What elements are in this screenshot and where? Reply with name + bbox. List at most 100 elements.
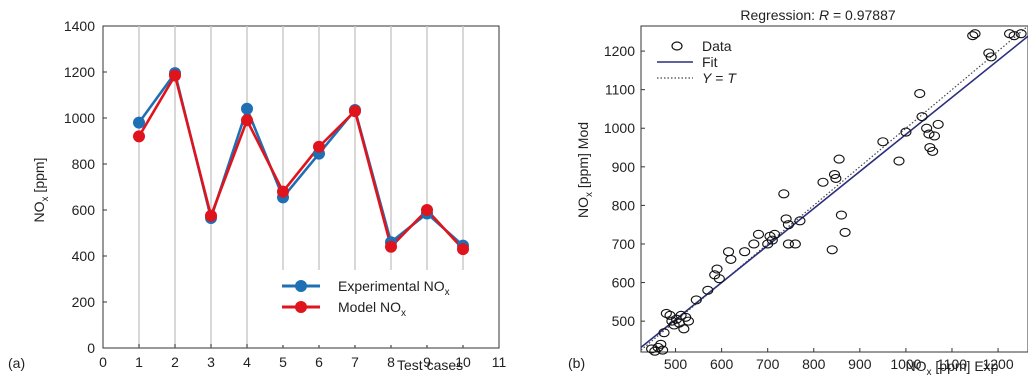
chart-a-series-line-model <box>137 74 464 250</box>
chart-b-data-point-17 <box>702 285 714 295</box>
legend-data-marker <box>671 41 683 51</box>
chart-b-x-tick-label-900: 900 <box>848 356 872 372</box>
chart-a-x-tick-label-1: 1 <box>135 354 143 370</box>
chart-a-point-model-4 <box>241 114 253 127</box>
chart-b-data-point-45 <box>900 127 912 137</box>
chart-b-data-point-42 <box>839 227 851 237</box>
chart-b-data-point-13 <box>678 324 690 334</box>
chart-a-x-tick-label-11: 11 <box>492 354 507 370</box>
chart-a-x-tick-label-4: 4 <box>243 354 251 370</box>
chart-a-point-model-9 <box>421 204 433 216</box>
chart-a-point-experimental-4 <box>241 102 253 115</box>
chart-a-x-tick-label-5: 5 <box>279 354 287 370</box>
chart-b-legend: Data Fit Y = T <box>657 38 737 86</box>
legend-model-label: Model NOx <box>338 299 406 319</box>
chart-b-data-point-15 <box>682 316 695 326</box>
chart-a-x-axis-label: Test cases <box>397 357 463 373</box>
chart-a-y-tick-label-1200: 1200 <box>64 64 95 80</box>
legend-item-fit: Fit <box>657 54 718 70</box>
chart-a-y-ticks: 0 200 400 600 800 1000 1200 1400 <box>64 18 107 356</box>
chart-b-data-point-38 <box>828 169 841 180</box>
chart-b-x-tick-label-800: 800 <box>802 356 826 372</box>
chart-a-x-tick-label-8: 8 <box>387 354 395 370</box>
chart-a-x-tick-label-6: 6 <box>315 354 323 370</box>
chart-b-data-point-49 <box>923 129 935 139</box>
chart-b-data-point-5 <box>658 328 670 338</box>
chart-b-y-tick-label-900: 900 <box>612 159 636 175</box>
chart-b-data-point-55 <box>969 29 981 39</box>
legend-fit-label: Fit <box>702 54 718 70</box>
chart-b-y-ticks: 500 600 700 800 900 1000 1100 1200 <box>604 43 645 329</box>
chart-b-data-point-52 <box>928 131 941 141</box>
chart-a-series <box>133 67 469 256</box>
chart-a-series-line-experimental <box>137 71 464 247</box>
chart-b-data-point-6 <box>660 308 672 318</box>
chart-a-x-tick-label-2: 2 <box>171 354 179 370</box>
chart-b-data-point-48 <box>921 123 933 133</box>
chart-b-x-tick-label-500: 500 <box>664 356 688 372</box>
chart-b-data-point-3 <box>655 339 667 349</box>
chart-b-lines <box>640 25 1028 351</box>
chart-b-x-tick-label-1100: 1100 <box>937 356 967 372</box>
chart-a-x-tick-label-3: 3 <box>207 354 215 370</box>
chart-b-data-point-4 <box>657 345 669 355</box>
legend-item-y-equals-t: Y = T <box>657 70 737 86</box>
chart-a-point-model-3 <box>205 209 217 222</box>
chart-b: Regression: R = 0.97887 500 600 700 800 900 1… <box>575 7 1028 376</box>
chart-a-y-tick-label-200: 200 <box>72 294 96 310</box>
chart-b-data-point-32 <box>782 220 794 230</box>
chart-b-data-point-31 <box>780 214 792 224</box>
chart-a-plot-frame <box>102 25 500 349</box>
chart-b-data-point-0 <box>646 344 658 354</box>
panel-label-a: (a) <box>8 355 25 371</box>
chart-b-data-point-33 <box>782 239 794 249</box>
legend-y-equals-t-label: Y = T <box>702 70 737 86</box>
chart-a-point-model-2 <box>169 69 181 82</box>
chart-b-x-tick-label-1200: 1200 <box>982 356 1013 372</box>
chart-b-data-point-44 <box>893 156 905 166</box>
chart-b-data-point-23 <box>739 247 751 257</box>
chart-b-x-tick-label-700: 700 <box>756 356 780 372</box>
chart-a-y-tick-label-600: 600 <box>72 202 96 218</box>
chart-b-data-point-30 <box>778 189 790 199</box>
chart-b-data-point-9 <box>668 320 680 330</box>
chart-b-y-tick-label-500: 500 <box>612 313 636 329</box>
chart-b-y-tick-label-1200: 1200 <box>604 43 635 59</box>
chart-b-data-point-29 <box>769 229 781 239</box>
chart-b-y-tick-label-700: 700 <box>612 236 636 252</box>
chart-a-y-tick-label-1400: 1400 <box>64 18 95 34</box>
chart-b-data-point-28 <box>766 235 778 245</box>
chart-b-data-point-47 <box>916 112 928 122</box>
chart-a-x-tick-label-0: 0 <box>99 354 107 370</box>
chart-b-fit-line <box>640 35 1028 348</box>
chart-a-point-model-6 <box>313 140 325 153</box>
chart-b-data-point-53 <box>932 119 944 129</box>
legend-experimental-label: Experimental NOx <box>338 278 450 298</box>
chart-b-plot-frame <box>640 25 1028 353</box>
chart-b-data-point-35 <box>794 216 806 226</box>
chart-b-data-point-21 <box>722 247 735 257</box>
chart-b-x-tick-label-1000: 1000 <box>890 356 921 372</box>
panel-label-b: (b) <box>568 355 585 371</box>
chart-a-legend: Experimental NOx Model NOx <box>270 270 495 345</box>
chart-b-data-point-22 <box>725 254 737 264</box>
chart-b-x-axis-label: NOx [ppm] Exp <box>906 358 999 376</box>
chart-b-data-point-41 <box>835 210 847 220</box>
chart-a-point-model-1 <box>133 130 145 143</box>
legend-experimental-marker <box>295 280 307 292</box>
chart-a-point-model-5 <box>277 185 289 198</box>
legend-item-data: Data <box>671 38 732 54</box>
chart-a-point-model-8 <box>385 240 397 253</box>
chart-b-data-point-36 <box>817 177 829 187</box>
chart-b-title: Regression: R = 0.97887 <box>740 7 895 23</box>
chart-b-x-tick-label-600: 600 <box>710 356 734 372</box>
chart-b-data-point-54 <box>967 31 979 41</box>
chart-b-data-point-37 <box>826 245 838 255</box>
chart-b-y-tick-label-800: 800 <box>612 197 636 213</box>
chart-b-x-ticks: 500 600 700 800 900 1000 1100 1200 <box>664 348 1014 372</box>
chart-b-points <box>646 29 1027 356</box>
chart-b-data-point-20 <box>713 274 725 284</box>
chart-a-y-tick-label-0: 0 <box>87 340 95 356</box>
chart-b-data-point-25 <box>752 229 765 239</box>
